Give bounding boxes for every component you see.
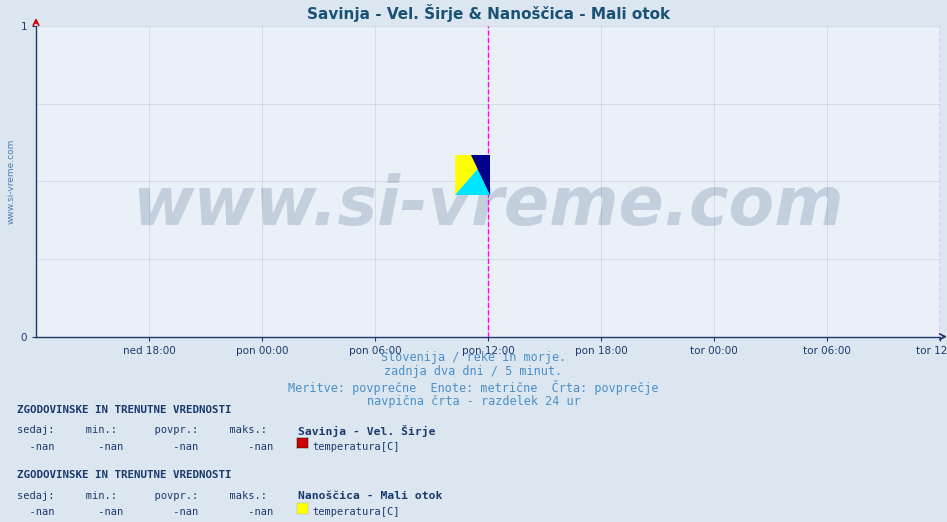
Text: Nanoščica - Mali otok: Nanoščica - Mali otok	[298, 491, 442, 501]
Text: Slovenija / reke in morje.: Slovenija / reke in morje.	[381, 351, 566, 364]
Text: www.si-vreme.com: www.si-vreme.com	[7, 139, 15, 224]
Text: Meritve: povprečne  Enote: metrične  Črta: povprečje: Meritve: povprečne Enote: metrične Črta:…	[288, 380, 659, 395]
Title: Savinja - Vel. Širje & Nanoščica - Mali otok: Savinja - Vel. Širje & Nanoščica - Mali …	[307, 4, 670, 22]
Text: sedaj:     min.:      povpr.:     maks.:: sedaj: min.: povpr.: maks.:	[17, 491, 267, 501]
Text: www.si-vreme.com: www.si-vreme.com	[133, 173, 844, 239]
Text: zadnja dva dni / 5 minut.: zadnja dva dni / 5 minut.	[384, 365, 563, 378]
Text: Savinja - Vel. Širje: Savinja - Vel. Širje	[298, 425, 436, 437]
Text: sedaj:     min.:      povpr.:     maks.:: sedaj: min.: povpr.: maks.:	[17, 425, 267, 435]
Text: -nan       -nan        -nan        -nan: -nan -nan -nan -nan	[17, 507, 274, 517]
Polygon shape	[471, 155, 490, 195]
Text: -nan       -nan        -nan        -nan: -nan -nan -nan -nan	[17, 442, 274, 452]
Text: temperatura[C]: temperatura[C]	[313, 507, 400, 517]
Text: navpična črta - razdelek 24 ur: navpična črta - razdelek 24 ur	[366, 395, 581, 408]
Text: temperatura[C]: temperatura[C]	[313, 442, 400, 452]
Text: ZGODOVINSKE IN TRENUTNE VREDNOSTI: ZGODOVINSKE IN TRENUTNE VREDNOSTI	[17, 470, 232, 480]
Polygon shape	[456, 155, 490, 195]
Text: ZGODOVINSKE IN TRENUTNE VREDNOSTI: ZGODOVINSKE IN TRENUTNE VREDNOSTI	[17, 405, 232, 414]
Polygon shape	[456, 155, 490, 195]
